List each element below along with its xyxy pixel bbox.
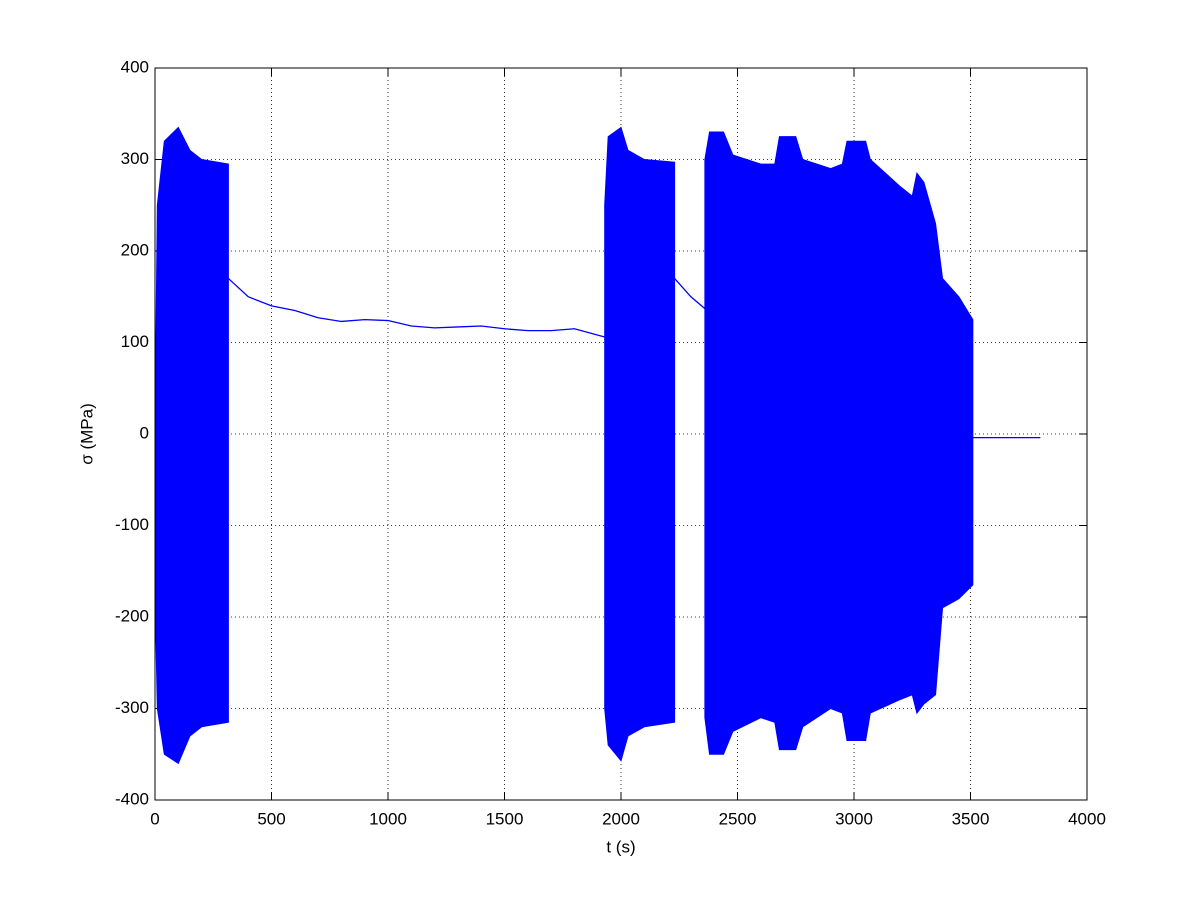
x-tick-label: 1500 (486, 809, 524, 828)
x-tick-label: 3000 (835, 809, 873, 828)
y-tick-label: -400 (115, 789, 149, 808)
oscillation-band (604, 126, 676, 762)
y-tick-label: -300 (115, 698, 149, 717)
oscillation-band (154, 126, 229, 765)
x-tick-label: 0 (150, 809, 159, 828)
y-tick-label: -200 (115, 606, 149, 625)
hold-line (227, 277, 1041, 439)
y-tick-label: 0 (140, 423, 149, 442)
y-tick-label: 400 (121, 57, 149, 76)
y-tick-label: 100 (121, 332, 149, 351)
x-tick-label: 2500 (719, 809, 757, 828)
x-tick-label: 4000 (1068, 809, 1106, 828)
x-tick-label: 1000 (369, 809, 407, 828)
x-tick-label: 500 (257, 809, 285, 828)
x-tick-label: 3500 (952, 809, 990, 828)
plot-frame (154, 67, 1088, 801)
y-tick-label: -100 (115, 515, 149, 534)
y-axis-label: σ (MPa) (77, 403, 96, 465)
y-tick-label: 300 (121, 149, 149, 168)
x-axis-label: t (s) (606, 837, 635, 856)
x-tick-label: 2000 (602, 809, 640, 828)
y-tick-label: 200 (121, 240, 149, 259)
oscillation-band (704, 131, 974, 755)
